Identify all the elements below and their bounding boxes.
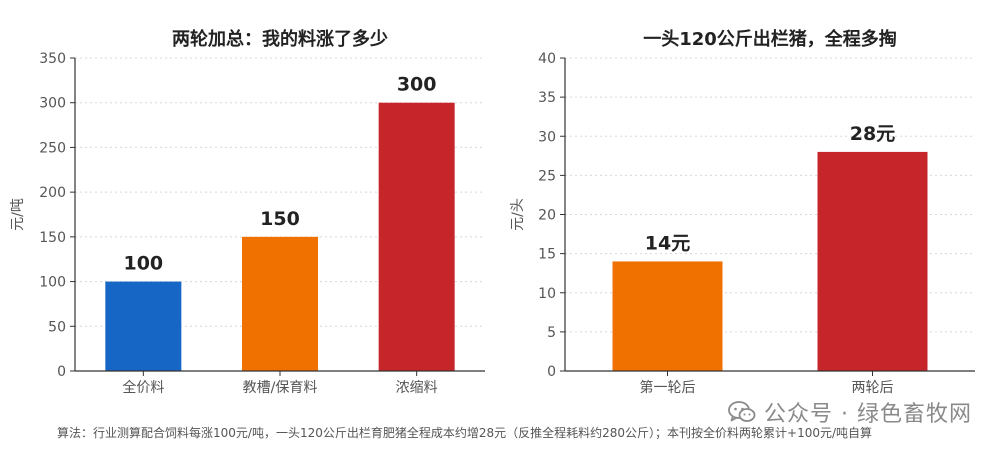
chart-2-ytick-label: 40: [538, 51, 556, 67]
chart-2-ytick-label: 30: [538, 129, 556, 145]
chart-2-data-label: 28元: [850, 123, 895, 145]
chart-1-ytick-label: 350: [39, 51, 66, 67]
chart-1-bar: [378, 102, 455, 371]
chart-2-bar: [817, 151, 928, 371]
chart-1-ytick-label: 0: [57, 364, 66, 380]
watermark-text: 公众号 · 绿色畜牧网: [764, 402, 972, 427]
chart-2-ytick-label: 5: [547, 325, 556, 341]
chart-1-ylabel: 元/吨: [10, 198, 26, 231]
chart-2-bar: [612, 261, 723, 371]
chart-1-ytick-label: 150: [39, 230, 66, 246]
chart-2-xtick-label: 两轮后: [852, 380, 894, 396]
chart-2-ytick-label: 35: [538, 90, 556, 106]
chart-2-ytick-label: 10: [538, 286, 556, 302]
chart-1-title: 两轮加总：我的料涨了多少: [172, 28, 388, 50]
chart-1-ytick-label: 250: [39, 140, 66, 156]
chart-2-ytick-label: 20: [538, 208, 556, 224]
chart-1-xtick-label: 全价料: [122, 379, 164, 396]
footnote: 算法：行业测算配合饲料每涨100元/吨，一头120公斤出栏育肥猪全程成本约增28…: [57, 426, 873, 440]
chart-1-ytick-label: 100: [39, 275, 66, 291]
chart-1-bar: [242, 236, 318, 371]
chart-2-xtick-label: 第一轮后: [640, 379, 696, 396]
chart-1-data-label: 300: [397, 74, 437, 96]
chart-1-xtick-label: 浓缩料: [396, 380, 438, 396]
chart-2-data-label: 14元: [645, 232, 690, 254]
chart-1-ytick-label: 50: [48, 319, 66, 335]
chart-1-xtick-label: 教槽/保育料: [243, 380, 318, 396]
chart-1-bar: [105, 281, 182, 371]
chart-1-ytick-label: 200: [39, 185, 66, 201]
chart-1-data-label: 100: [123, 253, 163, 275]
watermark: 公众号 · 绿色畜牧网: [728, 396, 972, 428]
chart-1-ytick-label: 300: [39, 96, 66, 112]
wechat-icon: [728, 401, 756, 422]
chart-2-ytick-label: 25: [538, 168, 556, 184]
chart-2-title: 一头120公斤出栏猪，全程多掏: [643, 28, 897, 50]
chart-2-ylabel: 元/头: [510, 198, 526, 231]
chart-2-ytick-label: 15: [538, 247, 556, 263]
chart-2-ytick-label: 0: [547, 364, 556, 380]
chart-1-data-label: 150: [260, 208, 300, 230]
